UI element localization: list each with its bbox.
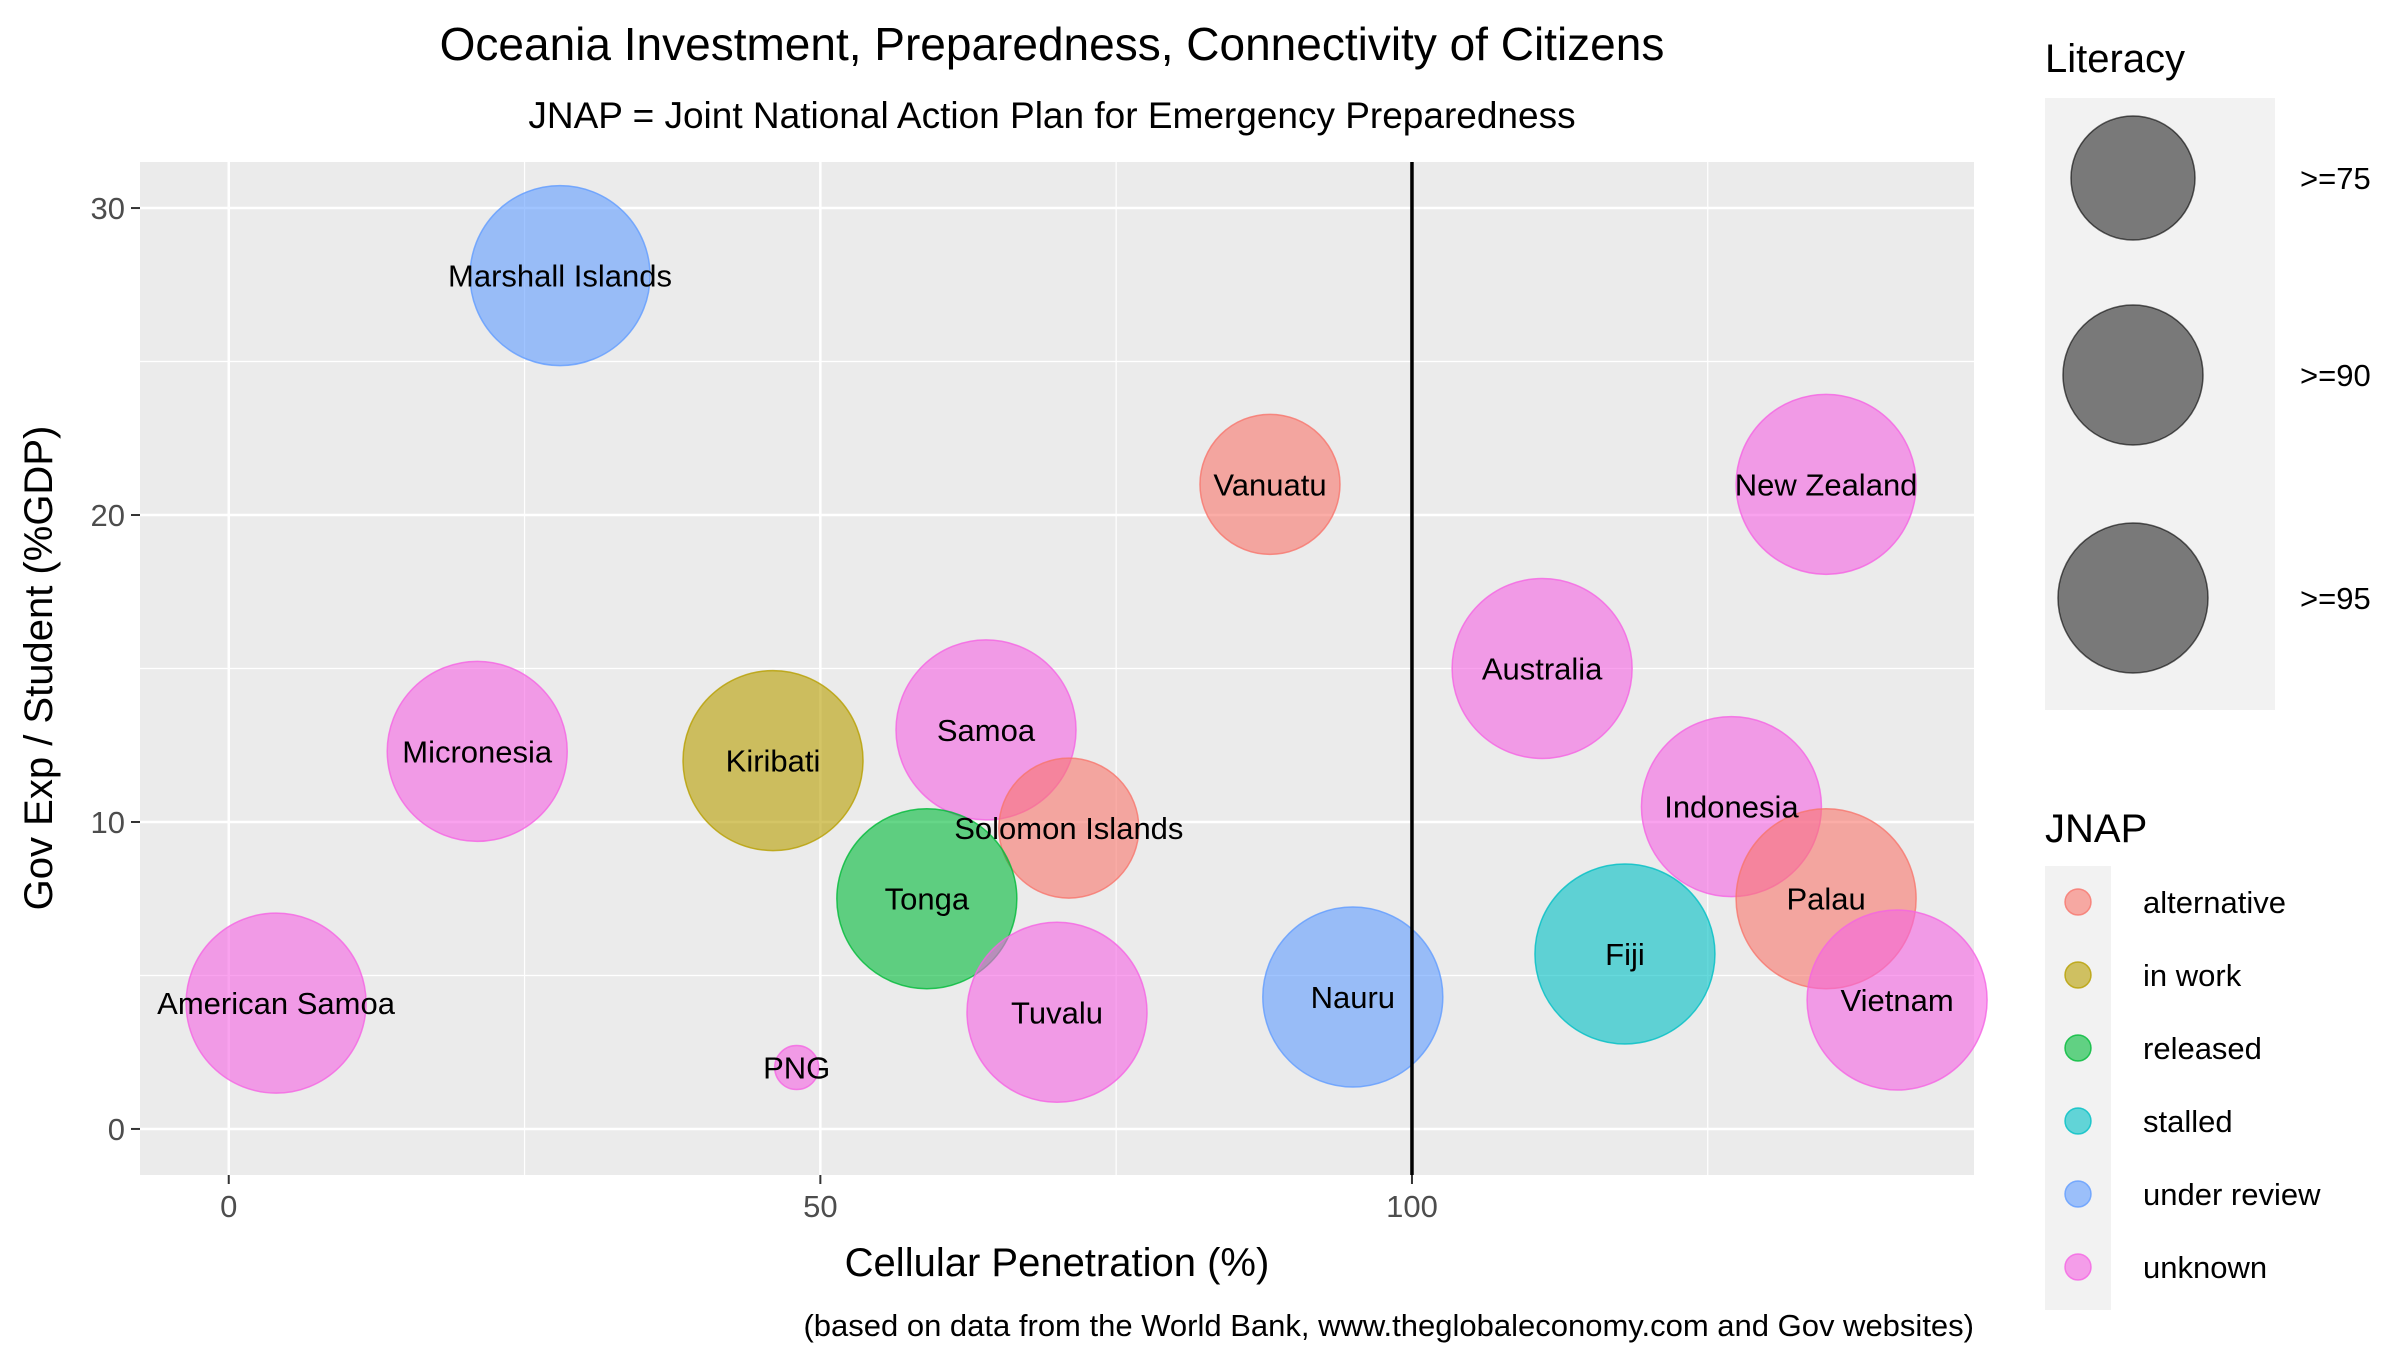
bubble-australia [1451, 577, 1633, 760]
point-label: Australia [1482, 652, 1603, 687]
point-label: PNG [763, 1051, 830, 1086]
x-tick-label: 0 [220, 1189, 237, 1224]
color-legend-key [2064, 1180, 2092, 1208]
point-label: Palau [1786, 882, 1865, 917]
bubble-png [773, 1044, 820, 1091]
y-tick-label: 0 [108, 1112, 125, 1147]
color-legend: alternative in work released stalled under r… [2064, 885, 2321, 1285]
point-label: American Samoa [157, 986, 396, 1021]
color-legend-key [2064, 1107, 2092, 1135]
point-label: Nauru [1311, 980, 1395, 1015]
size-legend-label: >=95 [2300, 581, 2371, 616]
size-legend-key [2062, 304, 2204, 446]
point-label: New Zealand [1735, 467, 1918, 502]
point-label: Tonga [885, 882, 970, 917]
size-legend-title: Literacy [2045, 37, 2185, 81]
color-legend-label: released [2143, 1031, 2262, 1066]
color-legend-key [2064, 888, 2092, 916]
y-tick-label: 20 [91, 498, 125, 533]
point-label: Vanuatu [1213, 467, 1326, 502]
bubble-tonga [836, 807, 1018, 990]
y-tick-label: 30 [91, 191, 125, 226]
color-legend-label: under review [2143, 1177, 2321, 1212]
color-legend-key [2064, 961, 2092, 989]
point-labels: Marshall Islands Vanuatu New Zealand Austra… [157, 259, 1953, 1086]
size-legend-label: >=90 [2300, 358, 2371, 393]
point-label: Vietnam [1841, 983, 1954, 1018]
bubble-micronesia [386, 660, 568, 843]
size-legend-key [2070, 115, 2196, 241]
color-legend-label: unknown [2143, 1250, 2267, 1285]
caption: (based on data from the World Bank, www.… [803, 1308, 1974, 1343]
bubble-vietnam [1806, 909, 1988, 1091]
bubble-kiribati [682, 669, 864, 852]
data-points [185, 184, 1988, 1104]
point-label: Tuvalu [1011, 995, 1103, 1030]
color-legend-label: in work [2143, 958, 2242, 993]
bubble-marshall-islands [469, 184, 651, 367]
color-legend-title: JNAP [2045, 807, 2147, 851]
chart-subtitle: JNAP = Joint National Action Plan for Em… [528, 95, 1575, 136]
x-axis-title: Cellular Penetration (%) [845, 1241, 1270, 1285]
point-label: Micronesia [402, 734, 553, 769]
chart-title: Oceania Investment, Preparedness, Connec… [440, 18, 1665, 70]
bubble-nauru [1262, 906, 1444, 1088]
bubble-new-zealand [1735, 393, 1917, 576]
point-label: Fiji [1605, 937, 1645, 972]
bubble-vanuatu [1199, 413, 1341, 556]
point-label: Solomon Islands [954, 811, 1183, 846]
y-axis-title: Gov Exp / Student (%GDP) [17, 426, 61, 911]
point-label: Samoa [937, 713, 1036, 748]
bubble-solomon-islands [998, 757, 1140, 899]
bubble-fiji [1534, 863, 1716, 1045]
color-legend-key [2064, 1034, 2092, 1062]
point-label: Marshall Islands [448, 259, 672, 294]
color-legend-label: stalled [2143, 1104, 2233, 1139]
bubble-american-samoa [185, 912, 367, 1094]
x-tick-label: 50 [803, 1189, 837, 1224]
point-label: Kiribati [726, 744, 821, 779]
point-label: Indonesia [1664, 790, 1799, 825]
axis-ticks: 0 10 20 30 0 50 100 [91, 191, 1438, 1224]
color-legend-keys [2045, 866, 2111, 1310]
size-legend-label: >=75 [2300, 161, 2371, 196]
y-tick-label: 10 [91, 805, 125, 840]
size-legend-key [2057, 522, 2209, 674]
color-legend-label: alternative [2143, 885, 2286, 920]
color-legend-key [2064, 1253, 2092, 1281]
bubble-tuvalu [966, 921, 1148, 1104]
x-tick-label: 100 [1386, 1189, 1438, 1224]
size-legend: >=75 >=90 >=95 [2057, 115, 2371, 674]
